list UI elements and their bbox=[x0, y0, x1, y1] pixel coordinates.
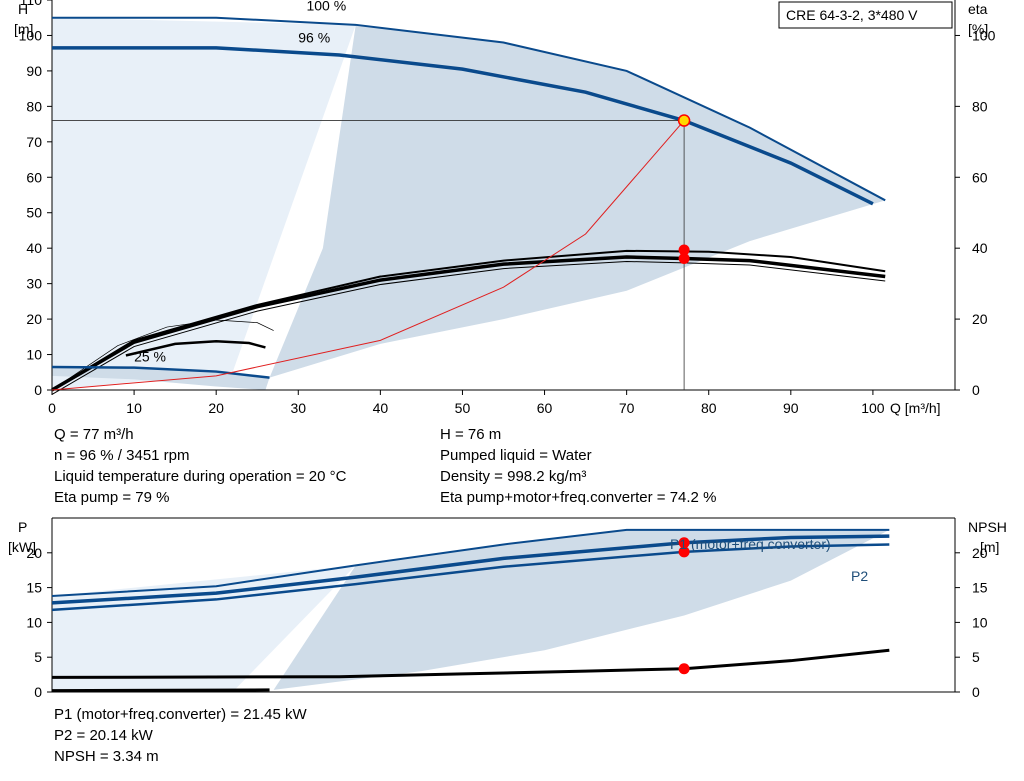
model-label: CRE 64-3-2, 3*480 V bbox=[786, 7, 918, 23]
eta-curve-96 bbox=[51, 255, 886, 392]
info-density: Density = 998.2 kg/m³ bbox=[440, 468, 587, 485]
info-p1: P1 (motor+freq.converter) = 21.45 kW bbox=[54, 706, 307, 723]
operating-region-light bbox=[52, 17, 356, 391]
y-tick-label: 70 bbox=[26, 134, 42, 150]
x-tick-label: 0 bbox=[48, 400, 56, 416]
y-tick-label: 110 bbox=[20, 0, 43, 8]
eta-curve-low-speed bbox=[125, 339, 266, 357]
head-efficiency-plot: 0 10 20 30 40 50 60 70 80 90 100 110 0 20 40 60 80 100 0 10… bbox=[14, 0, 996, 416]
p-tick-label: 5 bbox=[34, 649, 42, 665]
y-tick-label: 0 bbox=[34, 382, 42, 398]
eta-axis-label-line1: eta bbox=[968, 1, 988, 17]
x-tick-label: 30 bbox=[290, 400, 306, 416]
y-axis-label-line2: [m] bbox=[14, 21, 33, 37]
info-top-right: H = 76 m Pumped liquid = Water Density =… bbox=[440, 424, 716, 508]
npsh-tick-label: 15 bbox=[972, 580, 988, 596]
npsh-axis-label-line1: NPSH bbox=[968, 519, 1007, 535]
x-tick-label: 50 bbox=[455, 400, 471, 416]
y-tick-label: 50 bbox=[26, 205, 42, 221]
y-axis-label-line1: H bbox=[18, 1, 28, 17]
info-eta-pump: Eta pump = 79 % bbox=[54, 489, 170, 506]
x-axis-label: Q [m³/h] bbox=[890, 400, 941, 416]
x-tick-label: 10 bbox=[126, 400, 142, 416]
p-tick-label: 0 bbox=[34, 684, 42, 700]
y-tick-label: 100 bbox=[19, 27, 43, 43]
y-tick-label: 40 bbox=[26, 240, 42, 256]
p2-series-label: P2 bbox=[851, 568, 868, 584]
y-tick-label: 90 bbox=[26, 63, 42, 79]
eta-total-marker bbox=[678, 252, 690, 264]
y-tick-label: 60 bbox=[26, 169, 42, 185]
x-tick-label: 70 bbox=[619, 400, 635, 416]
eta-curve-total bbox=[51, 260, 886, 395]
x-tick-label: 90 bbox=[783, 400, 799, 416]
operating-point-marker bbox=[677, 114, 691, 127]
power-region bbox=[273, 529, 890, 690]
npsh-curve-low bbox=[51, 688, 270, 693]
p1-curve-100 bbox=[51, 528, 890, 597]
speed-label: 100 % bbox=[306, 0, 346, 14]
eta-tick-label: 80 bbox=[972, 98, 988, 114]
eta-tick-label: 0 bbox=[972, 382, 980, 398]
info-flow: Q = 77 m³/h bbox=[54, 426, 134, 443]
info-pumped-liquid: Pumped liquid = Water bbox=[440, 447, 592, 464]
x-tick-label: 100 bbox=[861, 400, 885, 416]
info-p2: P2 = 20.14 kW bbox=[54, 727, 153, 744]
eta-tick-label: 100 bbox=[972, 27, 996, 43]
info-bottom: P1 (motor+freq.converter) = 21.45 kW P2 … bbox=[54, 704, 307, 767]
npsh-marker bbox=[678, 663, 690, 675]
y-tick-label: 20 bbox=[26, 311, 42, 327]
y-tick-label: 10 bbox=[26, 347, 42, 363]
info-top-left: Q = 77 m³/h n = 96 % / 3451 rpm Liquid t… bbox=[54, 424, 346, 508]
npsh-tick-label: 0 bbox=[972, 684, 980, 700]
p-axis-label-line2: [kW] bbox=[8, 539, 36, 555]
head-curve-100 bbox=[52, 16, 886, 202]
model-label-box: CRE 64-3-2, 3*480 V bbox=[778, 1, 953, 29]
eta-tick-label: 60 bbox=[972, 169, 988, 185]
p1-marker bbox=[678, 537, 690, 549]
npsh-axis-label-line2: [m] bbox=[980, 539, 999, 555]
npsh-tick-label: 10 bbox=[972, 614, 988, 630]
y-tick-label: 80 bbox=[26, 98, 42, 114]
p1-curve-96 bbox=[51, 534, 890, 605]
info-head: H = 76 m bbox=[440, 426, 502, 443]
x-tick-label: 40 bbox=[373, 400, 389, 416]
y-tick-label: 30 bbox=[26, 276, 42, 292]
speed-label: 25 % bbox=[134, 349, 166, 365]
eta-tick-label: 20 bbox=[972, 311, 988, 327]
p-tick-label: 15 bbox=[26, 580, 42, 596]
p-axis-label-line1: P bbox=[18, 519, 27, 535]
npsh-curve bbox=[51, 648, 890, 679]
speed-label: 96 % bbox=[298, 30, 330, 46]
head-curve-25 bbox=[51, 365, 270, 379]
p2-curve-96 bbox=[51, 543, 890, 612]
p-tick-label: 20 bbox=[26, 545, 42, 561]
info-eta-total: Eta pump+motor+freq.converter = 74.2 % bbox=[440, 489, 717, 506]
operating-region bbox=[269, 24, 886, 378]
info-speed: n = 96 % / 3451 rpm bbox=[54, 447, 190, 464]
npsh-tick-label: 5 bbox=[972, 649, 980, 665]
eta-tick-label: 40 bbox=[972, 240, 988, 256]
x-tick-label: 20 bbox=[208, 400, 224, 416]
p2-marker bbox=[678, 546, 690, 558]
eta-axis-label-line2: [%] bbox=[968, 21, 988, 37]
info-npsh: NPSH = 3.34 m bbox=[54, 748, 159, 765]
x-tick-label: 60 bbox=[537, 400, 553, 416]
info-liquid-temperature: Liquid temperature during operation = 20… bbox=[54, 468, 347, 485]
eta-pump-marker bbox=[678, 244, 690, 256]
x-tick-label: 80 bbox=[701, 400, 717, 416]
p-tick-label: 10 bbox=[26, 614, 42, 630]
npsh-tick-label: 20 bbox=[972, 545, 988, 561]
system-curve bbox=[51, 120, 685, 391]
power-npsh-plot: 0 5 10 15 20 0 5 10 15 20 P [kW] NPSH [m] P1 (motor+fr… bbox=[8, 517, 1007, 700]
head-curve-96 bbox=[52, 46, 874, 206]
p1-series-label: P1 (motor+freq.converter) bbox=[670, 536, 831, 552]
